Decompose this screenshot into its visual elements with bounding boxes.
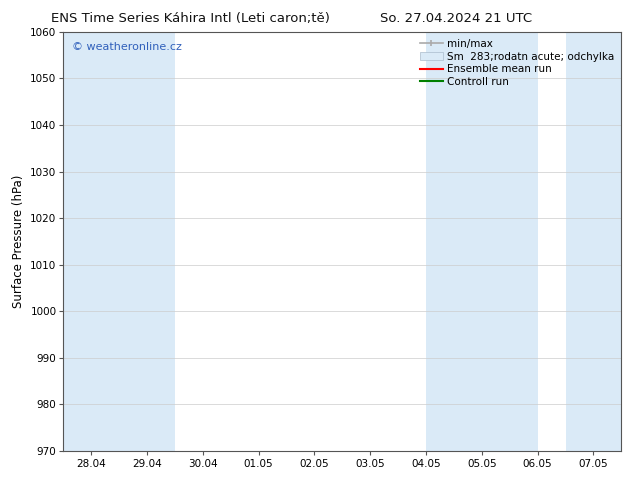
Text: © weatheronline.cz: © weatheronline.cz [72, 42, 182, 52]
Y-axis label: Surface Pressure (hPa): Surface Pressure (hPa) [11, 174, 25, 308]
Text: So. 27.04.2024 21 UTC: So. 27.04.2024 21 UTC [380, 12, 533, 25]
Text: ENS Time Series Káhira Intl (Leti caron;tě): ENS Time Series Káhira Intl (Leti caron;… [51, 12, 330, 25]
Legend: min/max, Sm  283;rodatn acute; odchylka, Ensemble mean run, Controll run: min/max, Sm 283;rodatn acute; odchylka, … [418, 37, 616, 89]
Bar [566, 32, 621, 451]
Bar [426, 32, 538, 451]
Bar [63, 32, 175, 451]
